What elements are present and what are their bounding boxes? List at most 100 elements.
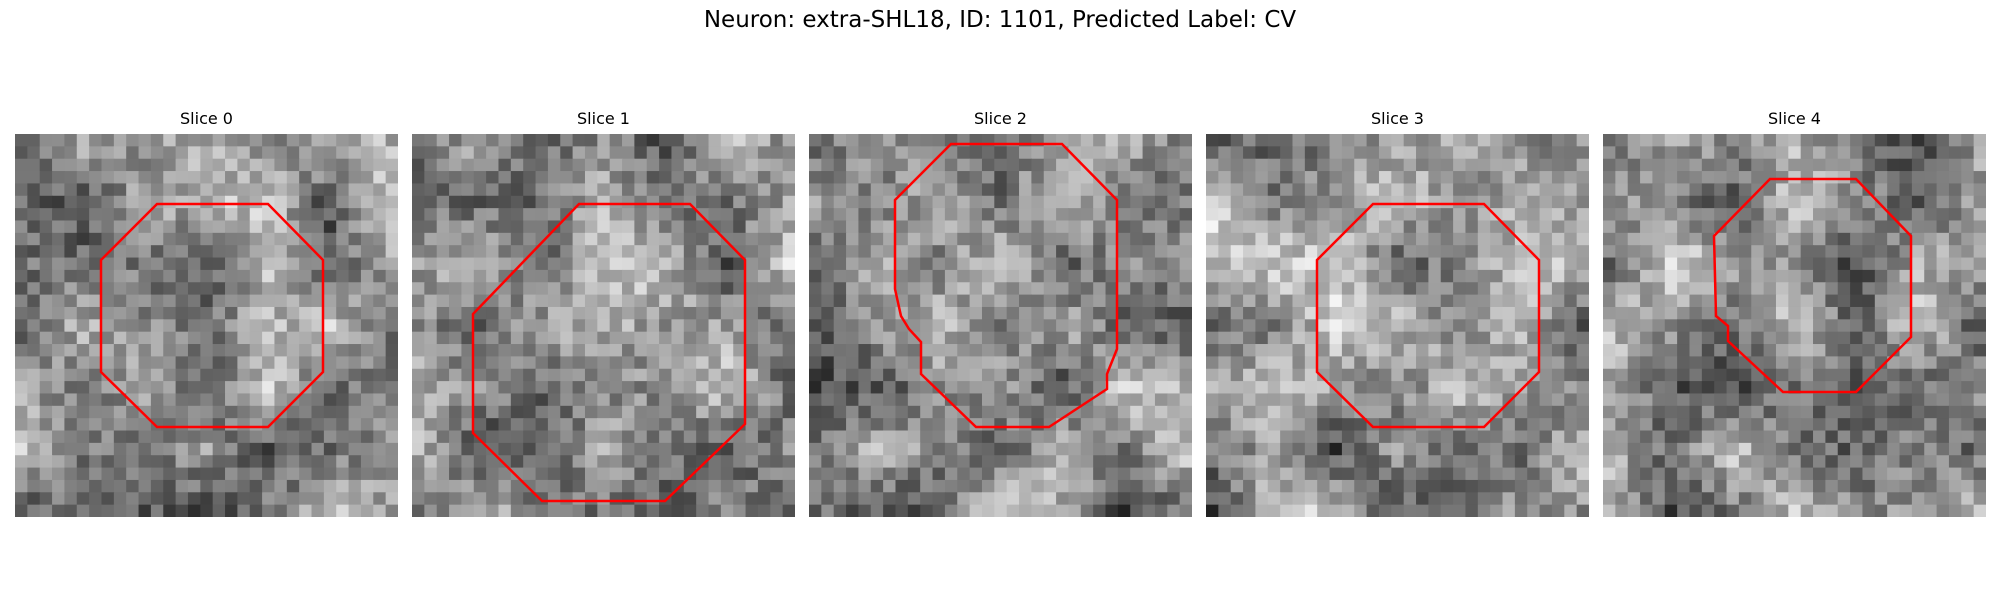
pixel [126,306,140,320]
pixel [1341,257,1355,271]
pixel [708,381,722,395]
pixel [1292,208,1306,222]
pixel [1317,183,1331,197]
pixel [1502,368,1516,382]
pixel [1477,195,1491,209]
pixel [1652,393,1666,407]
pixel [523,455,537,469]
pixel [609,183,623,197]
pixel [1973,467,1986,481]
pixel [1899,245,1913,259]
pixel [708,467,722,481]
pixel [225,282,238,296]
pixel [1280,319,1294,333]
pixel [200,331,214,345]
pixel [1961,269,1975,283]
pixel [547,183,561,197]
pixel [1440,245,1454,259]
pixel [1551,356,1565,370]
pixel [486,146,500,160]
pixel [944,467,958,481]
pixel [523,195,537,209]
pixel [101,368,115,382]
pixel [1477,220,1491,234]
pixel [1800,344,1814,357]
pixel [1206,405,1219,419]
pixel [52,134,66,147]
pixel [1403,381,1417,395]
pixel [473,245,487,259]
pixel [1689,232,1703,246]
pixel [1701,183,1715,197]
pixel [1850,220,1864,234]
pixel [274,134,288,147]
pixel [957,257,971,271]
pixel [1973,430,1986,444]
pixel [262,282,276,296]
pixel [1068,171,1082,185]
pixel [1502,356,1516,370]
pixel [1850,430,1864,444]
pixel [932,146,946,160]
pixel [113,306,127,320]
pixel [1564,467,1578,481]
pixel [1514,405,1528,419]
pixel [1973,257,1986,271]
pixel [1527,405,1541,419]
pixel [126,232,140,246]
pixel [1551,405,1565,419]
pixel [1428,356,1442,370]
pixel [449,455,463,469]
pixel [1440,381,1454,395]
pixel [932,257,946,271]
pixel [1142,306,1156,320]
pixel [1763,146,1777,160]
pixel [1428,405,1442,419]
pixel [1924,430,1938,444]
pixel [809,158,822,172]
pixel [1551,504,1565,517]
pixel [1366,183,1380,197]
pixel [1924,381,1938,395]
pixel [809,245,822,259]
pixel [237,356,251,370]
pixel [1862,208,1876,222]
pixel [473,467,487,481]
pixel [1763,492,1777,506]
pixel [424,504,438,517]
pixel [336,146,350,160]
pixel [1800,208,1814,222]
pixel [622,158,635,172]
pixel [1006,319,1020,333]
pixel [473,331,487,345]
pixel [1615,183,1629,197]
pixel [1936,504,1950,517]
pixel [1490,146,1504,160]
pixel [1726,208,1740,222]
pixel [1874,245,1888,259]
pixel [1961,232,1975,246]
pixel [1006,171,1020,185]
pixel [274,331,288,345]
pixel [572,455,586,469]
pixel [311,356,325,370]
pixel [1775,158,1789,172]
pixel [597,504,611,517]
pixel [249,467,263,481]
pixel [1093,208,1107,222]
pixel [745,134,759,147]
pixel [646,257,660,271]
pixel [981,455,995,469]
pixel [150,257,164,271]
pixel [1292,467,1306,481]
pixel [1206,504,1219,517]
pixel [1093,220,1107,234]
pixel [1440,257,1454,271]
pixel [1366,220,1380,234]
pixel [1255,442,1269,456]
pixel [1428,393,1442,407]
pixel [671,220,685,234]
pixel [597,245,611,259]
pixel [821,393,835,407]
pixel [113,257,127,271]
